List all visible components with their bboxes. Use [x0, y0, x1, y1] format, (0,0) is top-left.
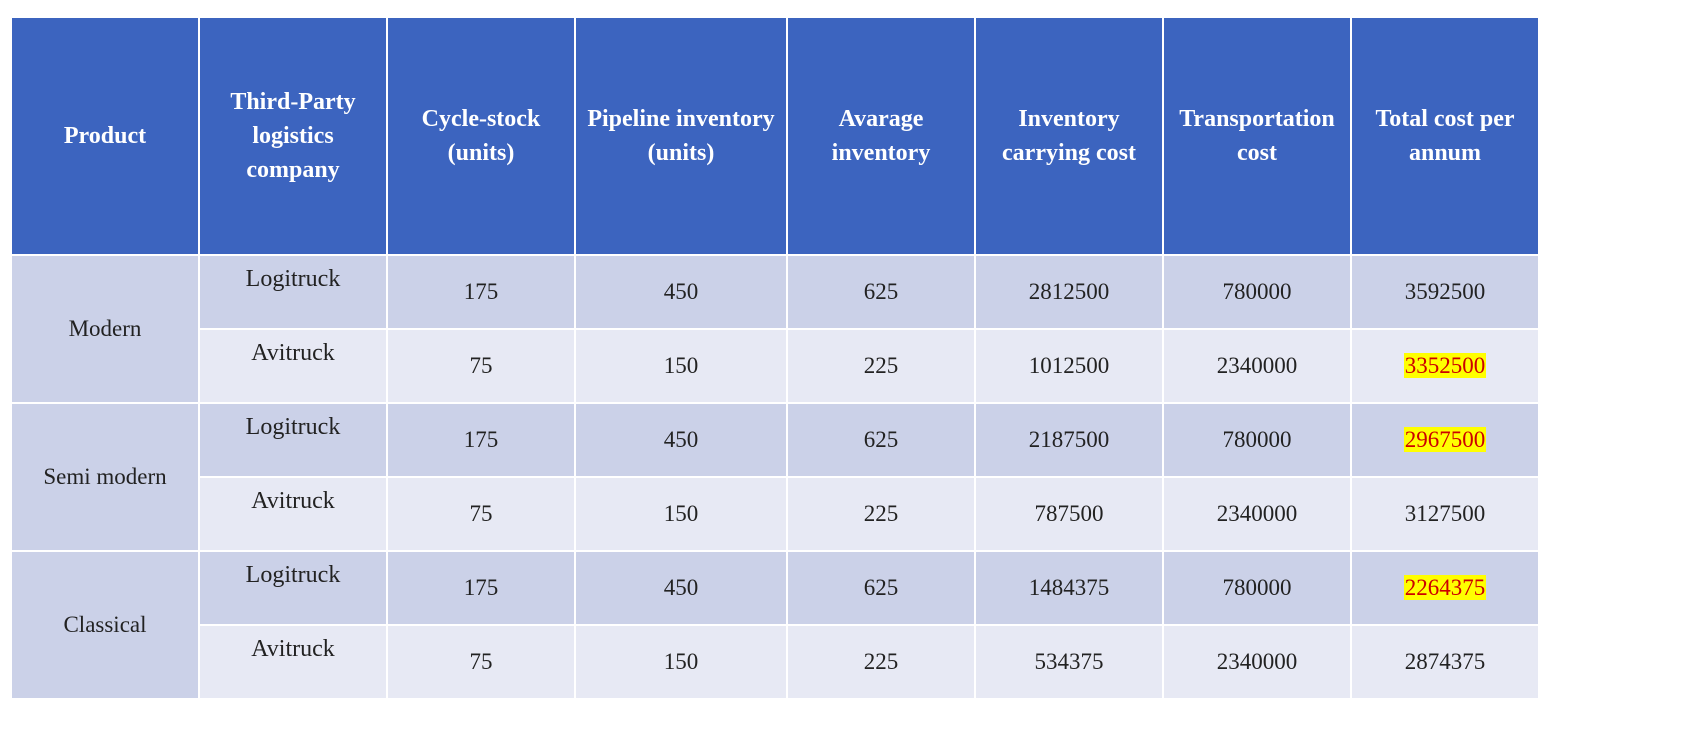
table-row: Semi modern Logitruck 175 450 625 2187500 7800…: [12, 404, 1538, 550]
product-cell: Classical: [12, 552, 198, 698]
header-logistics-company: Third-Party logistics company: [200, 18, 386, 254]
transportation-cost-cell: 780000: [1164, 256, 1350, 328]
average-inventory-cell: 225: [788, 330, 974, 402]
transportation-cost-cell: 780000: [1164, 404, 1350, 476]
cycle-stock-cell: 75: [388, 330, 574, 402]
table-row: Avitruck 75 150 225 787500 2340000 3127500: [12, 478, 1538, 550]
table-row: Classical Logitruck 175 450 625 1484375 780000…: [12, 552, 1538, 698]
pipeline-inventory-cell: 150: [576, 626, 786, 698]
cycle-stock-cell: 75: [388, 478, 574, 550]
table-row: Avitruck 75 150 225 534375 2340000 2874375: [12, 626, 1538, 698]
pipeline-inventory-cell: 150: [576, 330, 786, 402]
cycle-stock-cell: 75: [388, 626, 574, 698]
highlighted-total: 2264375: [1403, 575, 1487, 600]
logistics-company-cell: Logitruck: [200, 552, 386, 624]
carrying-cost-cell: 1484375: [976, 552, 1162, 624]
logistics-company-cell: Avitruck: [200, 626, 386, 698]
header-carrying-cost: Inventory carrying cost: [976, 18, 1162, 254]
logistics-company-cell: Logitruck: [200, 404, 386, 476]
header-pipeline-inventory: Pipeline inventory (units): [576, 18, 786, 254]
table-body: Modern Logitruck 175 450 625 2812500 780000 359…: [12, 256, 1538, 698]
total-cost-cell: 2967500: [1352, 404, 1538, 476]
transportation-cost-cell: 2340000: [1164, 330, 1350, 402]
table-row: Modern Logitruck 175 450 625 2812500 780000 359…: [12, 256, 1538, 402]
product-cell: Semi modern: [12, 404, 198, 550]
transportation-cost-cell: 2340000: [1164, 478, 1350, 550]
header-total-cost: Total cost per annum: [1352, 18, 1538, 254]
cycle-stock-cell: 175: [388, 552, 574, 624]
header-product: Product: [12, 18, 198, 254]
carrying-cost-cell: 2187500: [976, 404, 1162, 476]
logistics-company-cell: Logitruck: [200, 256, 386, 328]
average-inventory-cell: 225: [788, 626, 974, 698]
pipeline-inventory-cell: 450: [576, 404, 786, 476]
header-transportation-cost: Transportation cost: [1164, 18, 1350, 254]
header-average-inventory: Avarage inventory: [788, 18, 974, 254]
logistics-company-cell: Avitruck: [200, 330, 386, 402]
total-cost-cell: 2874375: [1352, 626, 1538, 698]
logistics-company-cell: Avitruck: [200, 478, 386, 550]
pipeline-inventory-cell: 150: [576, 478, 786, 550]
carrying-cost-cell: 787500: [976, 478, 1162, 550]
header-row: Product Third-Party logistics company Cy…: [12, 18, 1538, 254]
total-cost-cell: 3592500: [1352, 256, 1538, 328]
average-inventory-cell: 625: [788, 256, 974, 328]
product-cell: Modern: [12, 256, 198, 402]
cost-comparison-table: Product Third-Party logistics company Cy…: [10, 16, 1540, 700]
cycle-stock-cell: 175: [388, 404, 574, 476]
cycle-stock-cell: 175: [388, 256, 574, 328]
pipeline-inventory-cell: 450: [576, 552, 786, 624]
average-inventory-cell: 625: [788, 552, 974, 624]
pipeline-inventory-cell: 450: [576, 256, 786, 328]
average-inventory-cell: 225: [788, 478, 974, 550]
total-cost-cell: 3127500: [1352, 478, 1538, 550]
carrying-cost-cell: 2812500: [976, 256, 1162, 328]
header-cycle-stock: Cycle-stock (units): [388, 18, 574, 254]
total-cost-cell: 2264375: [1352, 552, 1538, 624]
transportation-cost-cell: 2340000: [1164, 626, 1350, 698]
carrying-cost-cell: 1012500: [976, 330, 1162, 402]
table-row: Avitruck 75 150 225 1012500 2340000 3352500: [12, 330, 1538, 402]
average-inventory-cell: 625: [788, 404, 974, 476]
carrying-cost-cell: 534375: [976, 626, 1162, 698]
total-cost-cell: 3352500: [1352, 330, 1538, 402]
highlighted-total: 2967500: [1403, 427, 1487, 452]
transportation-cost-cell: 780000: [1164, 552, 1350, 624]
highlighted-total: 3352500: [1403, 353, 1487, 378]
